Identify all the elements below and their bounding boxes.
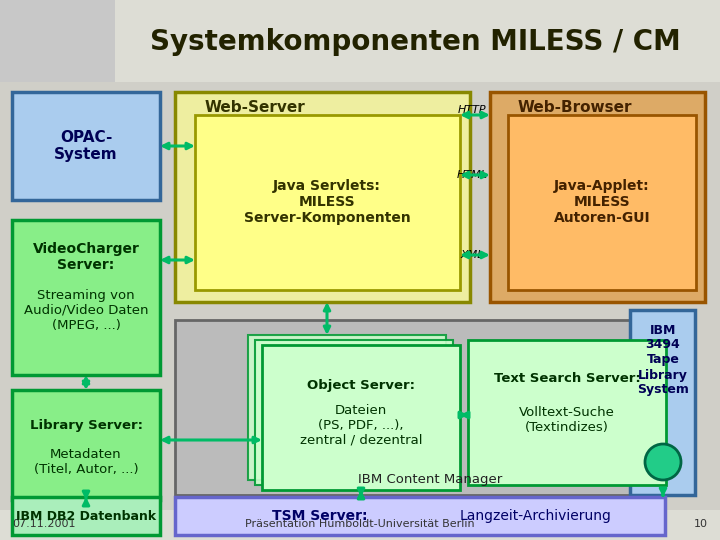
Text: Web-Server: Web-Server [205, 100, 306, 116]
Text: Dateien
(PS, PDF, ...),
zentral / dezentral: Dateien (PS, PDF, ...), zentral / dezent… [300, 403, 422, 447]
Bar [12, 92, 160, 200]
Bar [255, 340, 453, 485]
Text: HTML: HTML [456, 170, 487, 180]
Text: Web-Browser: Web-Browser [518, 100, 632, 116]
Text: 07.11.2001: 07.11.2001 [12, 519, 76, 529]
Bar [468, 340, 666, 485]
Text: Präsentation Humboldt-Universität Berlin: Präsentation Humboldt-Universität Berlin [246, 519, 474, 529]
Bar [0, 0, 115, 82]
Text: Text Search Server:: Text Search Server: [494, 372, 640, 384]
Bar [248, 335, 446, 480]
Text: VideoCharger
Server:: VideoCharger Server: [32, 242, 140, 272]
Text: IBM Content Manager: IBM Content Manager [358, 474, 502, 487]
Text: HTTP: HTTP [458, 105, 486, 115]
Text: Langzeit-Archivierung: Langzeit-Archivierung [460, 509, 612, 523]
Text: TSM Server:: TSM Server: [272, 509, 368, 523]
Text: IBM DB2 Datenbank: IBM DB2 Datenbank [16, 510, 156, 523]
Circle shape [645, 444, 681, 480]
Bar [508, 115, 696, 290]
Text: XML: XML [460, 250, 484, 260]
Text: OPAC-
System: OPAC- System [54, 130, 118, 162]
Bar [262, 345, 460, 490]
Bar [12, 497, 160, 535]
Bar [490, 92, 705, 302]
Text: Library Server:: Library Server: [30, 418, 143, 431]
Bar [12, 220, 160, 375]
Text: Java Servlets:
MILESS
Server-Komponenten: Java Servlets: MILESS Server-Komponenten [243, 179, 410, 225]
Bar [175, 497, 665, 535]
Bar [0, 0, 720, 82]
Bar [630, 310, 695, 495]
Bar [0, 510, 720, 540]
Text: IBM
3494
Tape
Library
System: IBM 3494 Tape Library System [637, 323, 689, 396]
Text: Streaming von
Audio/Video Daten
(MPEG, ...): Streaming von Audio/Video Daten (MPEG, .… [24, 288, 148, 332]
Text: 10: 10 [694, 519, 708, 529]
Text: Object Server:: Object Server: [307, 379, 415, 392]
Text: Metadaten
(Titel, Autor, ...): Metadaten (Titel, Autor, ...) [34, 448, 138, 476]
Bar [195, 115, 460, 290]
Text: Volltext-Suche
(Textindizes): Volltext-Suche (Textindizes) [519, 406, 615, 434]
Bar [12, 390, 160, 500]
Text: Systemkomponenten MILESS / CM: Systemkomponenten MILESS / CM [150, 28, 680, 56]
Bar [175, 320, 695, 495]
Bar [175, 92, 470, 302]
Text: Java-Applet:
MILESS
Autoren-GUI: Java-Applet: MILESS Autoren-GUI [554, 179, 650, 225]
